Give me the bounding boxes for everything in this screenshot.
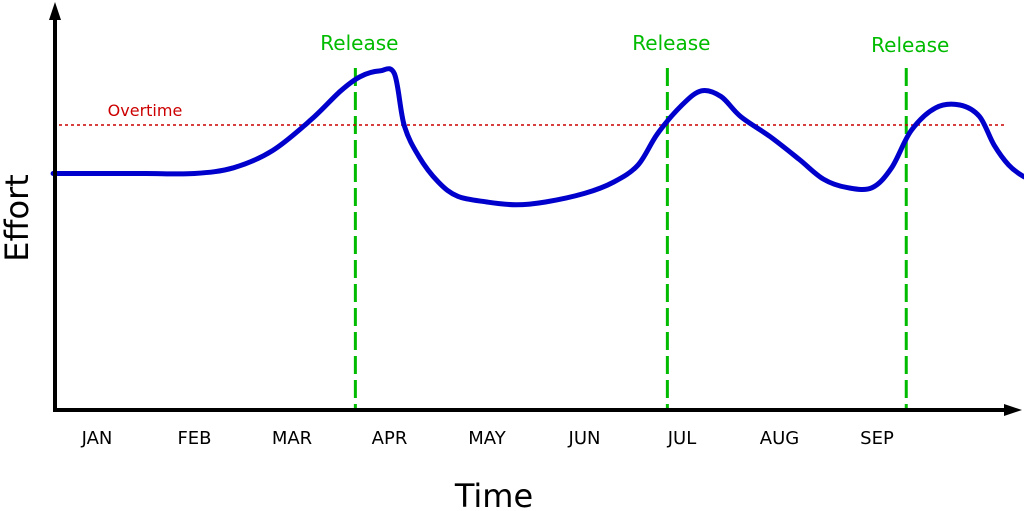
x-tick-label-aug: AUG bbox=[760, 428, 799, 449]
release-marker-label-1: Release bbox=[320, 31, 398, 55]
x-tick-label-jun: JUN bbox=[568, 428, 601, 449]
chart-axes bbox=[49, 2, 1022, 416]
x-tick-label-may: MAY bbox=[468, 428, 506, 449]
overtime-threshold-label: Overtime bbox=[108, 101, 183, 120]
release-marker-label-2: Release bbox=[632, 31, 710, 55]
x-tick-label-apr: APR bbox=[372, 428, 408, 449]
x-tick-label-feb: FEB bbox=[177, 428, 211, 449]
x-axis-arrowhead bbox=[1004, 404, 1022, 416]
x-axis-tick-labels: JAN FEB MAR APR MAY JUN JUL AUG SEP bbox=[81, 428, 894, 449]
effort-series-line bbox=[50, 66, 1024, 208]
x-axis-title: Time bbox=[454, 477, 533, 511]
x-tick-label-jan: JAN bbox=[81, 428, 113, 449]
y-axis-arrowhead bbox=[49, 2, 61, 20]
release-markers: Release Release Release bbox=[320, 31, 949, 408]
y-axis-title: Effort bbox=[0, 174, 36, 262]
x-tick-label-jul: JUL bbox=[667, 428, 697, 449]
x-tick-label-sep: SEP bbox=[860, 428, 894, 449]
x-tick-label-mar: MAR bbox=[272, 428, 312, 449]
release-marker-label-3: Release bbox=[871, 33, 949, 57]
